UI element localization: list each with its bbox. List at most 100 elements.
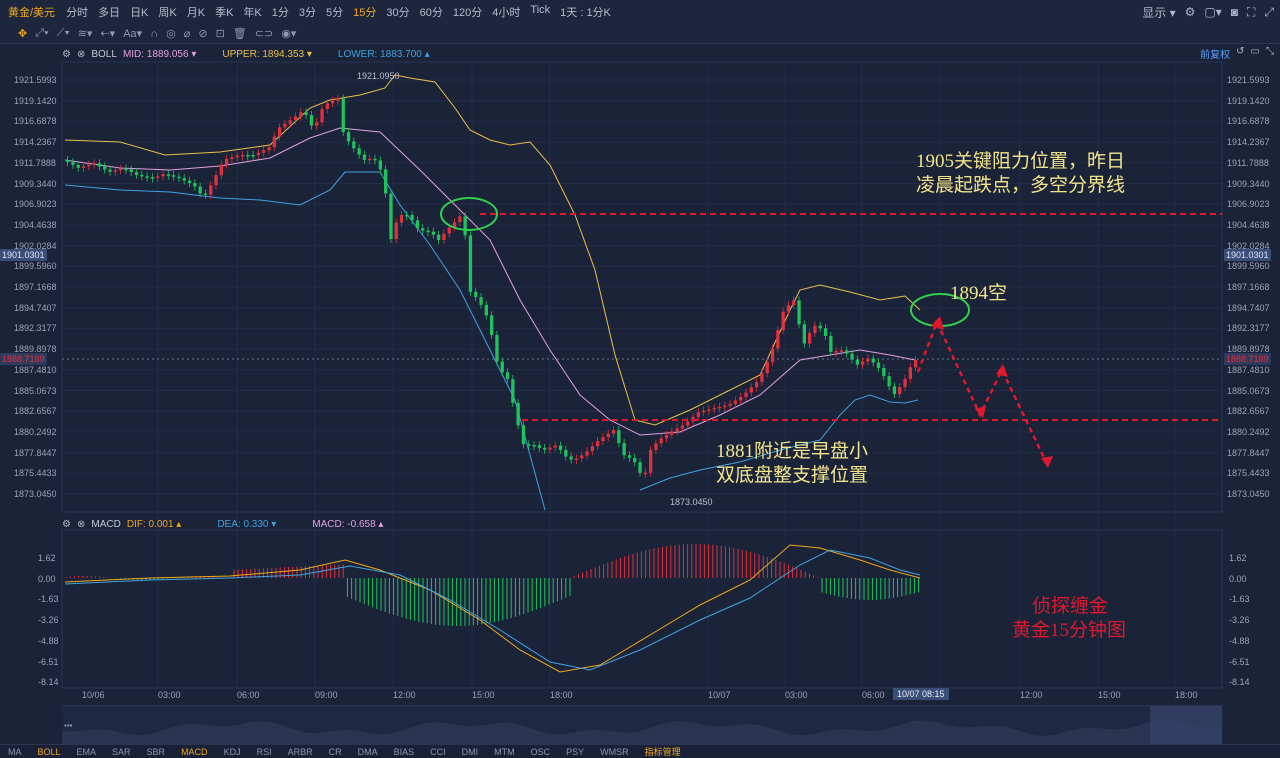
candle-body — [585, 451, 589, 456]
time-tick: 10/07 08:15 — [893, 688, 949, 700]
eye-icon[interactable]: ◎ — [166, 28, 176, 40]
undo-icon[interactable]: ↺ — [1236, 46, 1245, 57]
gear-icon[interactable]: ⚙ — [62, 518, 71, 530]
indicator-tab-4[interactable]: SBR — [146, 746, 166, 757]
expand-icon-2[interactable]: ⤡ — [1266, 46, 1274, 57]
timeframe-10[interactable]: 15分 — [353, 7, 377, 19]
candle-body — [596, 441, 600, 447]
trash-icon[interactable]: 🗑 — [232, 28, 247, 40]
candle-body — [855, 359, 859, 365]
watermark-line-2: 黄金15分钟图 — [1012, 620, 1127, 641]
macd-dea: DEA: 0.330 ▾ — [217, 518, 277, 530]
indicator-tab-0[interactable]: MA — [8, 746, 22, 757]
indicator-tab-14[interactable]: MTM — [494, 746, 515, 757]
lock-icon[interactable]: ⊡ — [215, 28, 225, 40]
text-icon[interactable]: Aa▾ — [123, 28, 143, 40]
magnet-icon[interactable]: ∩ — [150, 27, 159, 40]
candle-body — [543, 447, 547, 450]
arrow-icon[interactable]: ⇠▾ — [100, 28, 116, 40]
price-tick: 1914.2367 — [1227, 137, 1270, 148]
time-tick: 18:00 — [550, 690, 573, 700]
candle-body — [712, 407, 716, 410]
window-icon[interactable]: ▭ — [1250, 46, 1260, 57]
chart-canvas[interactable] — [0, 0, 1280, 705]
short-note: 1894空 — [950, 283, 1008, 304]
indicator-tab-10[interactable]: DMA — [357, 746, 378, 757]
candle-body — [611, 430, 616, 434]
hide-icon[interactable]: ⊘ — [198, 28, 208, 40]
price-tick: 1906.9023 — [14, 199, 57, 210]
candle-body — [680, 425, 685, 429]
indicator-tab-8[interactable]: ARBR — [287, 746, 313, 757]
indicator-tab-5[interactable]: MACD — [181, 746, 208, 757]
display-menu[interactable]: 显示 ▾ — [1142, 5, 1176, 20]
indicator-tab-6[interactable]: KDJ — [223, 746, 241, 757]
indicator-tab-15[interactable]: OSC — [530, 746, 551, 757]
fullscreen-icon[interactable]: ⛶ — [1246, 4, 1256, 19]
candle-body — [214, 175, 218, 186]
timeframe-4[interactable]: 月K — [186, 7, 206, 19]
timeframe-1[interactable]: 多日 — [98, 7, 121, 19]
gear-icon[interactable]: ⚙ — [62, 48, 71, 60]
timeframe-9[interactable]: 5分 — [326, 7, 344, 19]
eye-off-icon[interactable]: ◉▾ — [281, 28, 297, 40]
timeframe-14[interactable]: 4小时 — [492, 7, 521, 19]
symbol-label[interactable]: 黄金/美元 — [8, 7, 56, 19]
timeframe-15[interactable]: Tick — [530, 4, 551, 16]
close-icon[interactable]: ⊗ — [76, 518, 86, 530]
fib-icon[interactable]: ≋▾ — [77, 28, 93, 40]
timeframe-7[interactable]: 1分 — [271, 7, 289, 19]
close-icon[interactable]: ⊗ — [76, 48, 86, 60]
candle-body — [479, 297, 483, 305]
candle-body — [898, 387, 902, 394]
candle-body — [203, 193, 208, 195]
indicator-tab-16[interactable]: PSY — [566, 746, 585, 757]
low-label: 1873.0450 — [670, 497, 713, 507]
candle-body — [770, 348, 775, 363]
layout-icon[interactable]: ▢▾ — [1204, 5, 1222, 19]
candle-body — [553, 445, 557, 448]
time-tick: 12:00 — [1020, 690, 1043, 700]
indicator-tab-17[interactable]: WMSR — [600, 746, 629, 757]
indicator-tab-9[interactable]: CR — [328, 746, 342, 757]
link-icon[interactable]: ⊂⊃ — [254, 28, 274, 40]
timeframe-5[interactable]: 季K — [215, 7, 234, 19]
timeframe-8[interactable]: 3分 — [298, 7, 317, 19]
expand-icon[interactable]: ⤢ — [1264, 4, 1274, 19]
timeframe-16[interactable]: 1天 : 1分K — [560, 7, 611, 19]
macd-tick: 1.62 — [1229, 553, 1247, 563]
candle-body — [723, 405, 727, 408]
pattern-icon[interactable]: ⟋▾ — [56, 27, 70, 39]
timeframe-11[interactable]: 30分 — [386, 7, 410, 19]
indicator-tab-12[interactable]: CCI — [430, 746, 446, 757]
indicator-tab-3[interactable]: SAR — [112, 746, 131, 757]
timeframe-0[interactable]: 分时 — [66, 7, 89, 19]
candle-body — [808, 333, 812, 344]
trend-line-icon[interactable]: ⤢▾ — [35, 27, 49, 39]
indicator-tab-18[interactable]: 指标管理 — [644, 747, 681, 757]
candle-body — [161, 174, 165, 177]
timeframe-12[interactable]: 60分 — [419, 7, 443, 19]
macd-name: MACD — [91, 518, 121, 530]
time-navigator[interactable]: ▪▪▪ — [62, 705, 1222, 744]
indicator-tab-1[interactable]: BOLL — [37, 746, 61, 757]
timeframe-3[interactable]: 周K — [158, 7, 177, 19]
candle-body — [304, 112, 308, 115]
indicator-tab-2[interactable]: EMA — [76, 746, 97, 757]
candle-body — [649, 450, 653, 473]
indicator-tab-7[interactable]: RSI — [256, 746, 272, 757]
timeframe-13[interactable]: 120分 — [452, 7, 483, 19]
camera-icon[interactable]: ◙ — [1230, 5, 1238, 19]
indicator-tab-11[interactable]: BIAS — [393, 746, 415, 757]
timeframe-6[interactable]: 年K — [243, 7, 262, 19]
crosshair-icon[interactable]: ✥ — [18, 28, 28, 40]
timeframe-2[interactable]: 日K — [130, 7, 149, 19]
restore-button[interactable]: 前复权 — [1200, 50, 1231, 61]
ruler-icon[interactable]: ⌀ — [183, 28, 191, 40]
candle-body — [331, 100, 335, 104]
candle-body — [198, 186, 202, 194]
settings-icon[interactable]: ⚙ — [1184, 5, 1196, 19]
indicator-tab-13[interactable]: DMI — [461, 746, 479, 757]
boll-mid: MID: 1889.056 ▾ — [122, 48, 197, 60]
time-tick: 06:00 — [237, 690, 260, 700]
